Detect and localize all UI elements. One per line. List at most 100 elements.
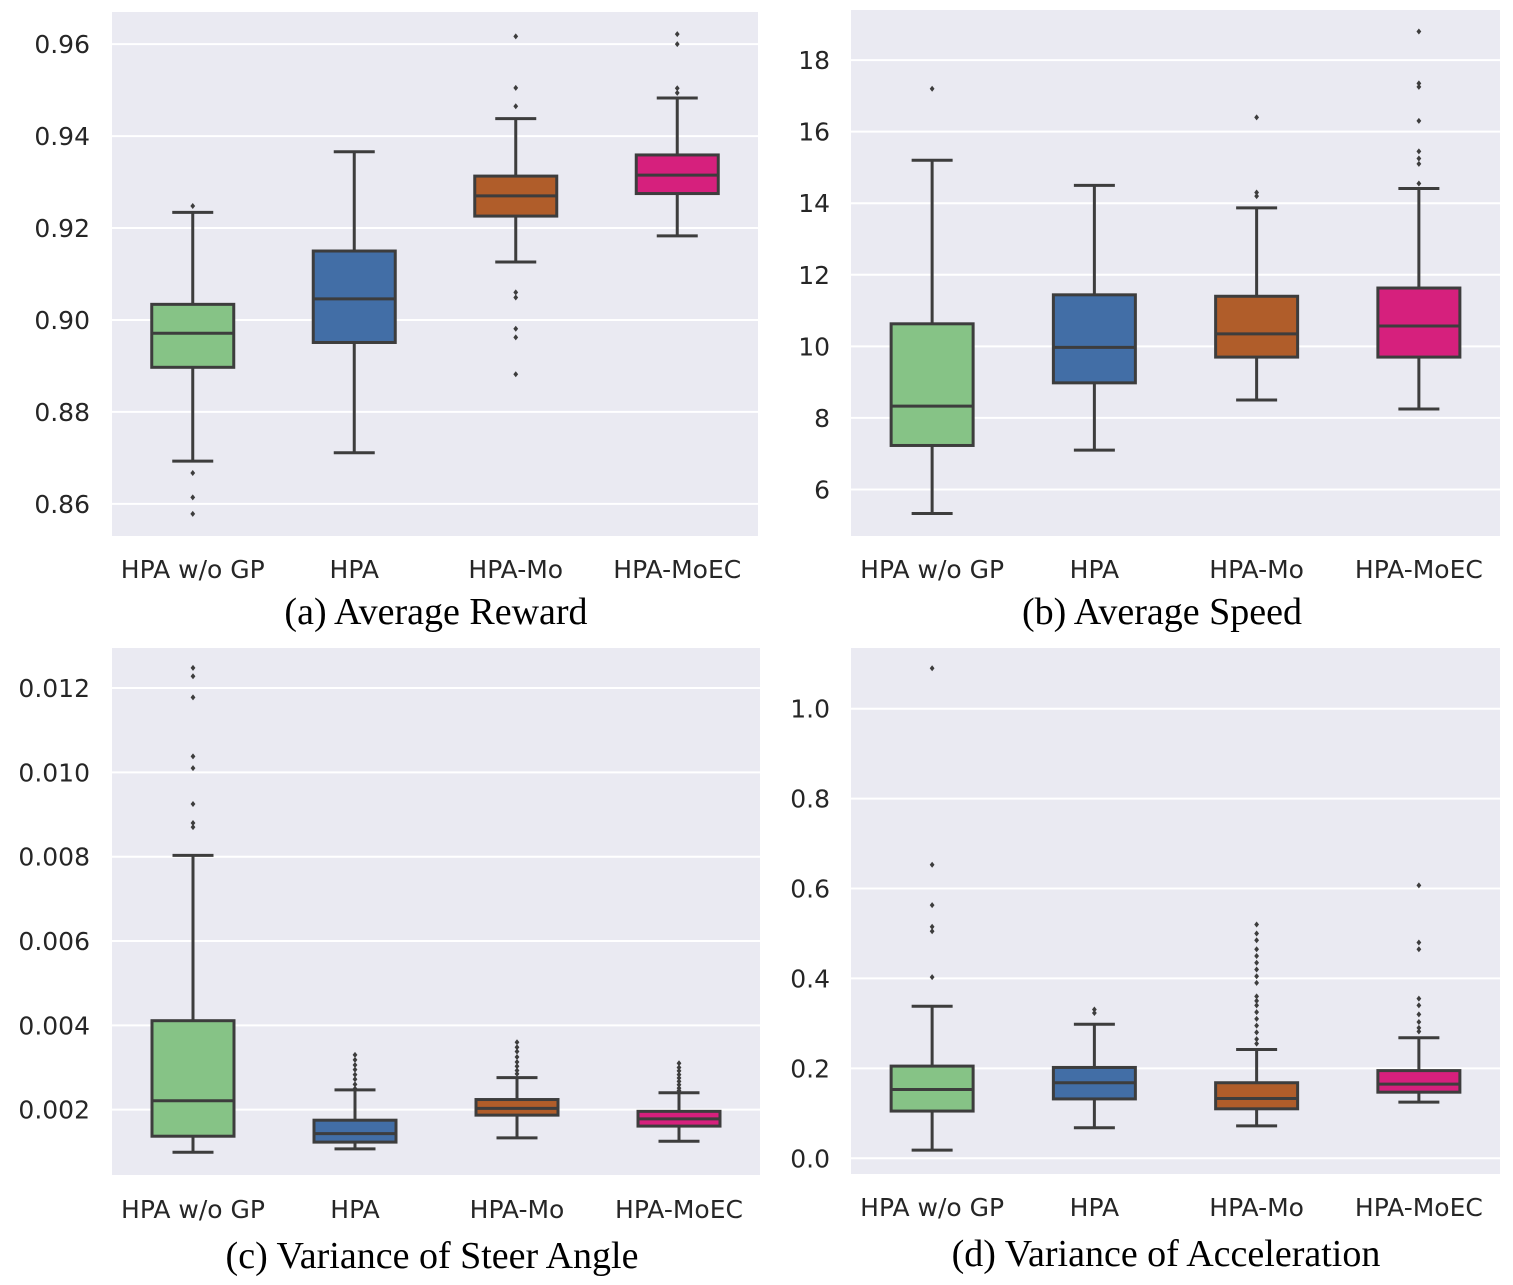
outlier-point [1416, 80, 1422, 87]
outlier-point [513, 371, 519, 378]
outlier-point [352, 1071, 358, 1078]
outlier-point [674, 41, 680, 48]
y-tick-label: 0.2 [790, 1054, 830, 1083]
y-tick-label: 0.90 [34, 306, 90, 335]
y-tick-label: 0.94 [34, 122, 90, 151]
outlier-point [1254, 114, 1260, 121]
x-tick-label-hpa-w-o-gp: HPA w/o GP [121, 555, 265, 584]
x-tick-label-hpa-w-o-gp: HPA w/o GP [860, 555, 1004, 584]
outlier-point [929, 974, 935, 981]
outlier-point [190, 800, 196, 807]
outlier-point [514, 1039, 520, 1046]
outlier-point [352, 1066, 358, 1073]
outlier-point [929, 85, 935, 92]
outlier-point [1416, 160, 1422, 167]
box-hpa [1051, 183, 1137, 452]
box-hpa-moec [636, 1060, 722, 1143]
outlier-point [674, 31, 680, 38]
y-tick-label: 0.6 [790, 875, 830, 904]
x-tick-label-hpa-mo: HPA-Mo [1209, 555, 1304, 584]
plot-area [851, 10, 1500, 536]
y-tick-label: 0.92 [34, 214, 90, 243]
box-hpa-mo [1214, 114, 1300, 402]
x-tick-label-hpa-mo: HPA-Mo [468, 555, 563, 584]
outlier-point [513, 294, 519, 301]
box-hpa-moec [634, 31, 720, 238]
outlier-point [514, 1053, 520, 1060]
outlier-point [190, 753, 196, 760]
outlier-point [929, 861, 935, 868]
outlier-point [190, 510, 196, 517]
outlier-point [929, 665, 935, 672]
box-hpa-mo [1214, 921, 1300, 1128]
outlier-point [676, 1075, 682, 1082]
outlier-point [514, 1070, 520, 1077]
outlier-point [1254, 921, 1260, 928]
y-tick-label: 0.012 [18, 674, 90, 703]
outlier-point [514, 1063, 520, 1070]
y-tick-label: 0.008 [18, 843, 90, 872]
outlier-point [676, 1078, 682, 1085]
outlier-point [1254, 979, 1260, 986]
outlier-point [1416, 155, 1422, 162]
outlier-point [513, 84, 519, 91]
plot-area [112, 12, 758, 536]
outlier-point [929, 902, 935, 909]
y-tick-label: 0.96 [34, 30, 90, 59]
outlier-point [190, 470, 196, 477]
outlier-point [929, 923, 935, 930]
outlier-point [352, 1061, 358, 1068]
outlier-point [1254, 997, 1260, 1004]
outlier-point [676, 1081, 682, 1088]
outlier-point [513, 334, 519, 341]
x-tick-label-hpa-w-o-gp: HPA w/o GP [860, 1193, 1004, 1222]
y-tick-label: 0.006 [18, 927, 90, 956]
outlier-point [1254, 952, 1260, 959]
y-tick-label: 12 [798, 261, 830, 290]
outlier-point [1416, 1011, 1422, 1018]
x-tick-label-hpa: HPA [330, 555, 379, 584]
iqr-box [312, 1118, 398, 1144]
outlier-point [1254, 993, 1260, 1000]
outlier-point [1416, 117, 1422, 124]
outlier-point [1254, 1040, 1260, 1047]
outlier-point [352, 1056, 358, 1063]
outlier-point [1254, 1022, 1260, 1029]
outlier-point [676, 1087, 682, 1094]
outlier-point [1254, 189, 1260, 196]
outlier-point [1416, 180, 1422, 187]
outlier-point [1254, 966, 1260, 973]
y-tick-label: 6 [814, 475, 830, 504]
y-tick-label: 8 [814, 404, 830, 433]
outlier-point [352, 1081, 358, 1088]
caption-variance-acceleration: (d) Variance of Acceleration [952, 1233, 1381, 1275]
iqr-box [150, 1019, 236, 1138]
chart-average-reward: 0.86 0.88 0.90 0.92 0.94 0.96 HPA w/o GP HPA HPA… [34, 12, 758, 633]
box-hpa-moec [1376, 28, 1462, 411]
outlier-point [1254, 1029, 1260, 1036]
outlier-point [1254, 193, 1260, 200]
outlier-point [513, 33, 519, 40]
outlier-point [1416, 1024, 1422, 1031]
y-tick-label: 0.4 [790, 964, 830, 993]
box-hpa-w-o-gp [889, 85, 975, 515]
iqr-box [1376, 1069, 1462, 1094]
iqr-box [889, 322, 975, 447]
outlier-point [513, 103, 519, 110]
outlier-point [514, 1067, 520, 1074]
outlier-point [1254, 1009, 1260, 1016]
y-tick-label: 1.0 [790, 695, 830, 724]
outlier-point [190, 819, 196, 826]
box-hpa-mo [473, 33, 559, 378]
outlier-point [676, 1064, 682, 1071]
box-hpa [311, 150, 397, 455]
box-hpa-w-o-gp [889, 665, 975, 1152]
outlier-point [1091, 1010, 1097, 1017]
outlier-point [1254, 937, 1260, 944]
outlier-point [929, 928, 935, 935]
iqr-box [1214, 1081, 1300, 1111]
y-tick-label: 0.002 [18, 1096, 90, 1125]
outlier-point [1416, 995, 1422, 1002]
outlier-point [1254, 930, 1260, 937]
